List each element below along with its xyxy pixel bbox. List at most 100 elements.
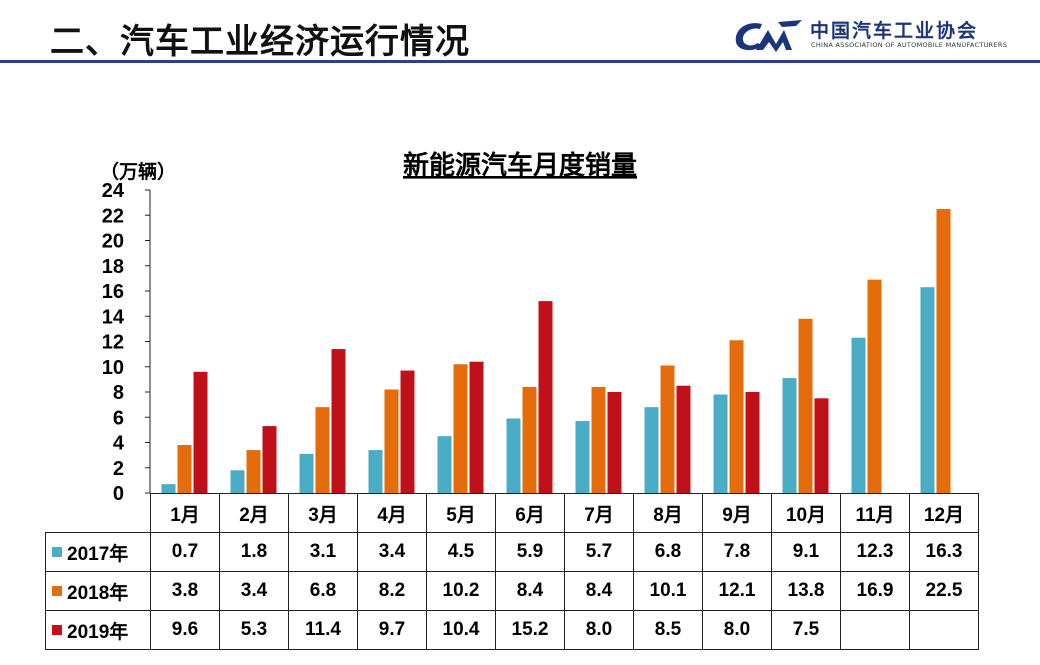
- x-category-label: 8月: [633, 493, 703, 533]
- data-value-cell: [909, 610, 979, 650]
- data-value-cell: 9.7: [357, 610, 427, 650]
- legend-label: 2019年: [67, 621, 129, 643]
- data-value-cell: 8.5: [633, 610, 703, 650]
- data-value-cell: 1.8: [219, 532, 289, 572]
- data-value-cell: 9.1: [771, 532, 841, 572]
- bar-2017年-6月: [506, 418, 521, 493]
- legend-swatch: [52, 547, 62, 558]
- bar-2018年-7月: [591, 386, 606, 493]
- y-tick-label: 20: [102, 231, 124, 253]
- logo-text-english: CHINA ASSOCIATION OF AUTOMOBILE MANUFACT…: [811, 41, 1008, 49]
- data-value-cell: 15.2: [495, 610, 565, 650]
- data-value-cell: 6.8: [633, 532, 703, 572]
- legend-entry: 2019年: [45, 610, 151, 650]
- bar-2019年-7月: [607, 392, 622, 493]
- bar-2017年-5月: [437, 436, 452, 493]
- y-tick-label: 2: [113, 458, 124, 480]
- data-value-cell: 3.4: [357, 532, 427, 572]
- bar-2019年-1月: [193, 371, 208, 493]
- bar-2019年-10月: [814, 398, 829, 493]
- x-category-label: 5月: [426, 493, 496, 533]
- data-value-cell: 16.3: [909, 532, 979, 572]
- bar-2017年-1月: [161, 484, 176, 493]
- y-tick-label: 22: [102, 205, 124, 227]
- caam-logo-mark: [735, 20, 802, 52]
- data-value-cell: 5.7: [564, 532, 634, 572]
- table-row: 2017年 0.7 1.8 3.1 3.4 4.5 5.9 5.7 6.8 7.8 9.1 12.3 1…: [45, 532, 979, 572]
- x-category-label: 11月: [840, 493, 910, 533]
- bar-2019年-2月: [262, 426, 277, 493]
- x-category-label: 4月: [357, 493, 427, 533]
- x-category-label: 10月: [771, 493, 841, 533]
- table-row: 2018年 3.8 3.4 6.8 8.2 10.2 8.4 8.4 10.1 12.1 13.8 1…: [45, 571, 979, 611]
- bar-2017年-4月: [368, 450, 383, 493]
- x-category-label: 7月: [564, 493, 634, 533]
- y-tick-label: 0: [113, 483, 124, 500]
- data-value-cell: 8.0: [702, 610, 772, 650]
- y-tick-label: 6: [113, 407, 124, 429]
- bar-2018年-2月: [246, 450, 261, 493]
- slide-title: 二、汽车工业经济运行情况: [50, 22, 470, 62]
- bar-2017年-7月: [575, 421, 590, 493]
- bar-2017年-9月: [713, 394, 728, 493]
- logo-text-chinese: 中国汽车工业协会: [810, 20, 979, 42]
- data-value-cell: 9.6: [150, 610, 220, 650]
- data-value-cell: 10.4: [426, 610, 496, 650]
- data-value-cell: 10.2: [426, 571, 496, 611]
- data-value-cell: 7.5: [771, 610, 841, 650]
- bar-2017年-3月: [299, 453, 314, 493]
- bar-2019年-6月: [538, 301, 553, 493]
- legend-swatch: [52, 625, 62, 636]
- bar-2019年-4月: [400, 370, 415, 493]
- data-value-cell: 10.1: [633, 571, 703, 611]
- y-tick-label: 14: [102, 306, 125, 328]
- bar-2018年-4月: [384, 389, 399, 493]
- bar-2017年-11月: [851, 337, 866, 493]
- bar-2019年-8月: [676, 385, 691, 493]
- bar-2019年-9月: [745, 392, 760, 493]
- data-value-cell: 7.8: [702, 532, 772, 572]
- y-tick-label: 16: [102, 281, 124, 303]
- data-value-cell: 8.4: [564, 571, 634, 611]
- bar-2018年-9月: [729, 340, 744, 493]
- data-value-cell: 3.4: [219, 571, 289, 611]
- legend-entry: 2018年: [45, 571, 151, 611]
- x-category-label: 12月: [909, 493, 979, 533]
- bar-2018年-3月: [315, 407, 330, 493]
- caam-logo: 中国汽车工业协会 CHINA ASSOCIATION OF AUTOMOBILE…: [732, 14, 1022, 58]
- y-tick-label: 10: [102, 357, 124, 379]
- bar-2017年-2月: [230, 470, 245, 493]
- bar-2017年-12月: [920, 287, 935, 493]
- y-tick-label: 18: [102, 256, 124, 278]
- data-value-cell: 16.9: [840, 571, 910, 611]
- bar-2018年-10月: [798, 318, 813, 493]
- data-value-cell: 3.8: [150, 571, 220, 611]
- y-tick-label: 8: [113, 382, 124, 404]
- bar-2018年-5月: [453, 364, 468, 493]
- bar-2018年-12月: [936, 208, 951, 493]
- bar-2017年-10月: [782, 378, 797, 493]
- x-category-label: 3月: [288, 493, 358, 533]
- x-category-label: 1月: [150, 493, 220, 533]
- data-value-cell: 13.8: [771, 571, 841, 611]
- bar-2018年-6月: [522, 386, 537, 493]
- legend-label: 2017年: [67, 543, 129, 565]
- bar-2019年-5月: [469, 361, 484, 493]
- data-value-cell: 5.3: [219, 610, 289, 650]
- data-value-cell: 4.5: [426, 532, 496, 572]
- data-table: 1月 2月 3月 4月 5月 6月 7月 8月 9月 10月 11月 12月 2017年 0.7 1.8 3.…: [45, 493, 979, 650]
- data-value-cell: 12.3: [840, 532, 910, 572]
- table-corner-cell: [45, 493, 151, 533]
- y-axis-unit-label: （万辆）: [100, 160, 176, 183]
- data-value-cell: 5.9: [495, 532, 565, 572]
- data-value-cell: 12.1: [702, 571, 772, 611]
- y-tick-label: 4: [113, 433, 125, 455]
- data-value-cell: 3.1: [288, 532, 358, 572]
- x-category-label: 2月: [219, 493, 289, 533]
- chart-title: 新能源汽车月度销量: [403, 150, 637, 181]
- data-value-cell: 8.0: [564, 610, 634, 650]
- y-tick-label: 12: [102, 332, 124, 354]
- legend-label: 2018年: [67, 582, 129, 604]
- x-category-label: 6月: [495, 493, 565, 533]
